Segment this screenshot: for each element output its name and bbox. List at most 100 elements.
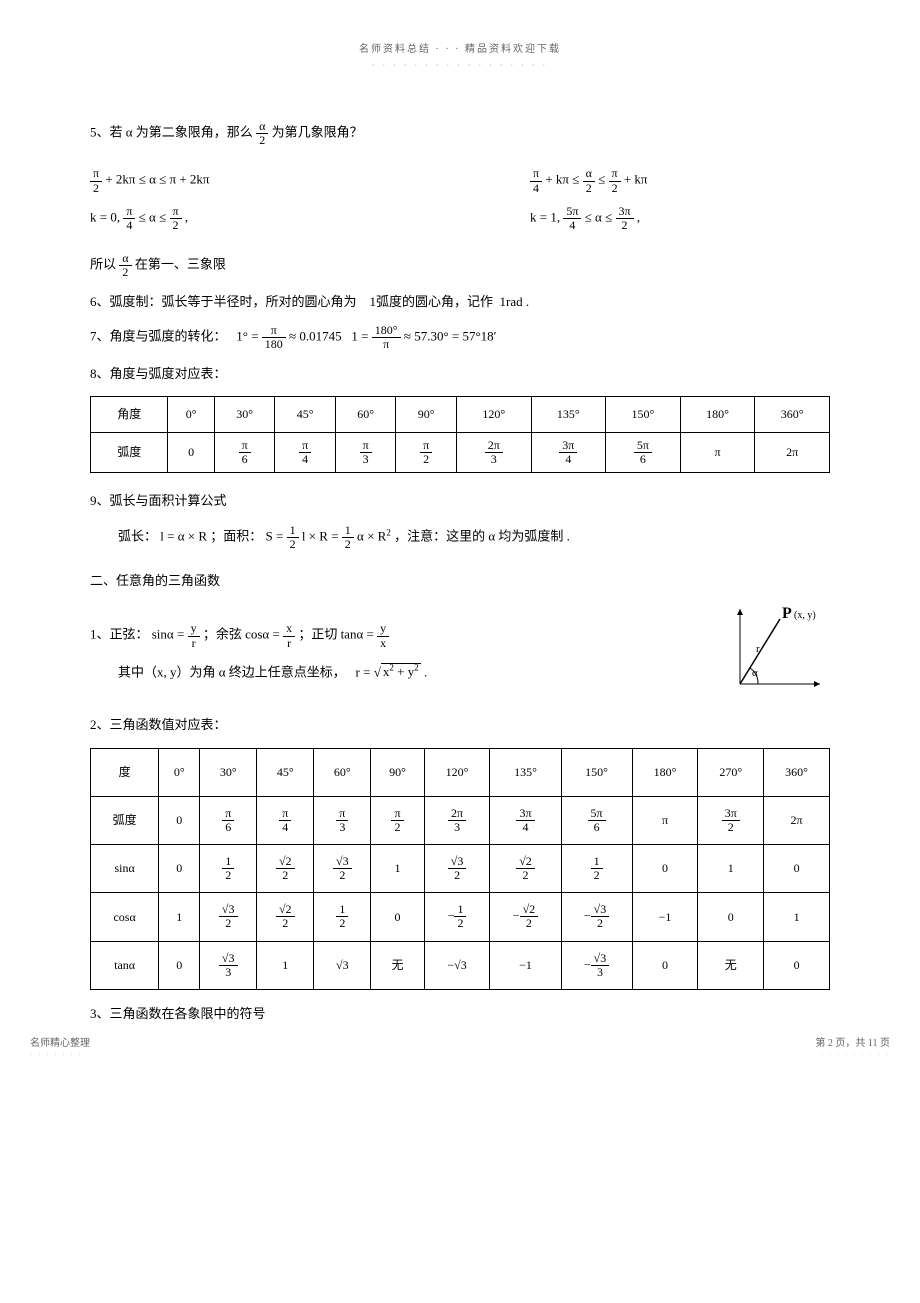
- trig-value-table: 度 0° 30° 45° 60° 90° 120° 135° 150° 180°…: [90, 748, 830, 991]
- q9-body: 弧长： l = α × R ；面积： S = 12 l × R = 12 α ×…: [90, 524, 830, 551]
- frac-pi-2b: π2: [170, 205, 182, 232]
- sq: 2: [386, 527, 391, 537]
- c: √32: [314, 844, 371, 892]
- so-suffix: 在第一、三象限: [135, 257, 226, 272]
- c: 1: [371, 844, 424, 892]
- c: 1: [257, 941, 314, 989]
- q9-c: α × R: [357, 529, 386, 544]
- frac-180-pi: 180°π: [372, 324, 401, 351]
- table-row: 弧度 0 π6 π4 π3 π2 2π3 3π4 5π6 π 2π: [91, 433, 830, 473]
- t2h11: 360°: [764, 748, 830, 796]
- t1-r9: 2π: [755, 433, 830, 473]
- frac-pi-2r: π2: [609, 167, 621, 194]
- c: 1: [159, 893, 200, 941]
- sqrt-xy: √x2 + y2: [374, 663, 421, 679]
- rowB-left: k = 0, π4 ≤ α ≤ π2 ,: [90, 205, 390, 232]
- rowB-right-prefix: k = 1,: [530, 209, 563, 224]
- t2h5: 90°: [371, 748, 424, 796]
- rowA-right: π4 + kπ ≤ α2 ≤ π2 + kπ: [530, 167, 830, 194]
- rowB-left-prefix: k = 0,: [90, 209, 123, 224]
- svg-text:α: α: [752, 667, 758, 679]
- c: √22: [490, 844, 561, 892]
- sec2-l1: 1、正弦： sinα = yr ；余弦 cosα = xr ；正切 tanα =…: [90, 622, 680, 649]
- frac-1-2b: 12: [342, 524, 354, 551]
- q5-prefix: 5、若 α 为第二象限角，那么: [90, 125, 256, 140]
- angle-diagram: P (x, y) r α: [720, 604, 830, 703]
- t2h9: 180°: [632, 748, 698, 796]
- rowA-right-prefix: + kπ ≤: [545, 172, 582, 187]
- c: 无: [698, 941, 764, 989]
- c: √3: [314, 941, 371, 989]
- t1-h4: 60°: [335, 397, 396, 433]
- t2h6: 120°: [424, 748, 490, 796]
- q5-suffix: 为第几象限角？: [272, 125, 363, 140]
- t1-h5: 90°: [396, 397, 457, 433]
- t2h4: 60°: [314, 748, 371, 796]
- t2r3l: tanα: [91, 941, 159, 989]
- c: π4: [257, 796, 314, 844]
- t1-r3: π3: [335, 433, 396, 473]
- table-row: 弧度 0 π6 π4 π3 π2 2π3 3π4 5π6 π 3π2 2π: [91, 796, 830, 844]
- t1-h9: 180°: [680, 397, 755, 433]
- rowA-left: π2 + 2kπ ≤ α ≤ π + 2kπ: [90, 167, 390, 194]
- c: 3π2: [698, 796, 764, 844]
- q9-tail: ，注意：这里的 α 均为弧度制 .: [394, 529, 570, 544]
- c: √22: [257, 893, 314, 941]
- t2h0: 度: [91, 748, 159, 796]
- footer-dots-r: · · · · · · · · ·: [821, 1051, 890, 1059]
- c: 无: [371, 941, 424, 989]
- t1-h6: 120°: [456, 397, 531, 433]
- c: −√3: [424, 941, 490, 989]
- c: 0: [698, 893, 764, 941]
- rowB-right-mid: ≤ α ≤: [585, 209, 616, 224]
- frac-y-x: yx: [377, 622, 389, 649]
- t1-h2: 30°: [214, 397, 275, 433]
- c: 3π4: [490, 796, 561, 844]
- sec2-l2b: .: [424, 664, 427, 679]
- sec2-2: 2、三角函数值对应表：: [90, 713, 830, 738]
- frac-pi-2: π2: [90, 167, 102, 194]
- rowA-right-suffix: + kπ: [624, 172, 648, 187]
- c: 1: [764, 893, 830, 941]
- frac-pi-180: π180: [262, 324, 286, 351]
- frac-pi-4: π4: [123, 205, 135, 232]
- c: 2π: [764, 796, 830, 844]
- frac-alpha-2: α2: [256, 120, 268, 147]
- t2h3: 45°: [257, 748, 314, 796]
- c: √32: [424, 844, 490, 892]
- c: 0: [632, 941, 698, 989]
- t2h1: 0°: [159, 748, 200, 796]
- c: 0: [159, 941, 200, 989]
- svg-text:P: P: [782, 605, 792, 622]
- c: 12: [561, 844, 632, 892]
- header-dots: · · · · · · · · · · · · · · · · ·: [90, 61, 830, 70]
- footer-dots-l: · · · · · · ·: [30, 1051, 83, 1059]
- svg-text:r: r: [756, 643, 760, 655]
- so-line: 所以 α2 在第一、三象限: [90, 252, 830, 279]
- t1-h3: 45°: [275, 397, 336, 433]
- frac-5pi-4: 5π4: [563, 205, 581, 232]
- table-row: 度 0° 30° 45° 60° 90° 120° 135° 150° 180°…: [91, 748, 830, 796]
- sec2-title: 二、任意角的三角函数: [90, 569, 830, 594]
- c: −1: [632, 893, 698, 941]
- angle-radian-table: 角度 0° 30° 45° 60° 90° 120° 135° 150° 180…: [90, 396, 830, 473]
- c: π2: [371, 796, 424, 844]
- table-row: 角度 0° 30° 45° 60° 90° 120° 135° 150° 180…: [91, 397, 830, 433]
- frac-a-2r: α2: [583, 167, 595, 194]
- so-prefix: 所以: [90, 257, 119, 272]
- frac-x-r: xr: [283, 622, 295, 649]
- t1-r6: 3π4: [531, 433, 606, 473]
- rowB-left-tail: ,: [185, 209, 188, 224]
- c: 12: [200, 844, 257, 892]
- q9-a: 弧长： l = α × R ；面积： S =: [118, 529, 287, 544]
- t1-r0: 0: [168, 433, 214, 473]
- c: √22: [257, 844, 314, 892]
- frac-3pi-2: 3π2: [616, 205, 634, 232]
- q5-line: 5、若 α 为第二象限角，那么 α2 为第几象限角？: [90, 120, 830, 147]
- t1-r7: 5π6: [606, 433, 681, 473]
- t1-r1: π6: [214, 433, 275, 473]
- t1-h1: 0°: [168, 397, 214, 433]
- c: 2π3: [424, 796, 490, 844]
- c: −√22: [490, 893, 561, 941]
- t1-rl: 弧度: [91, 433, 168, 473]
